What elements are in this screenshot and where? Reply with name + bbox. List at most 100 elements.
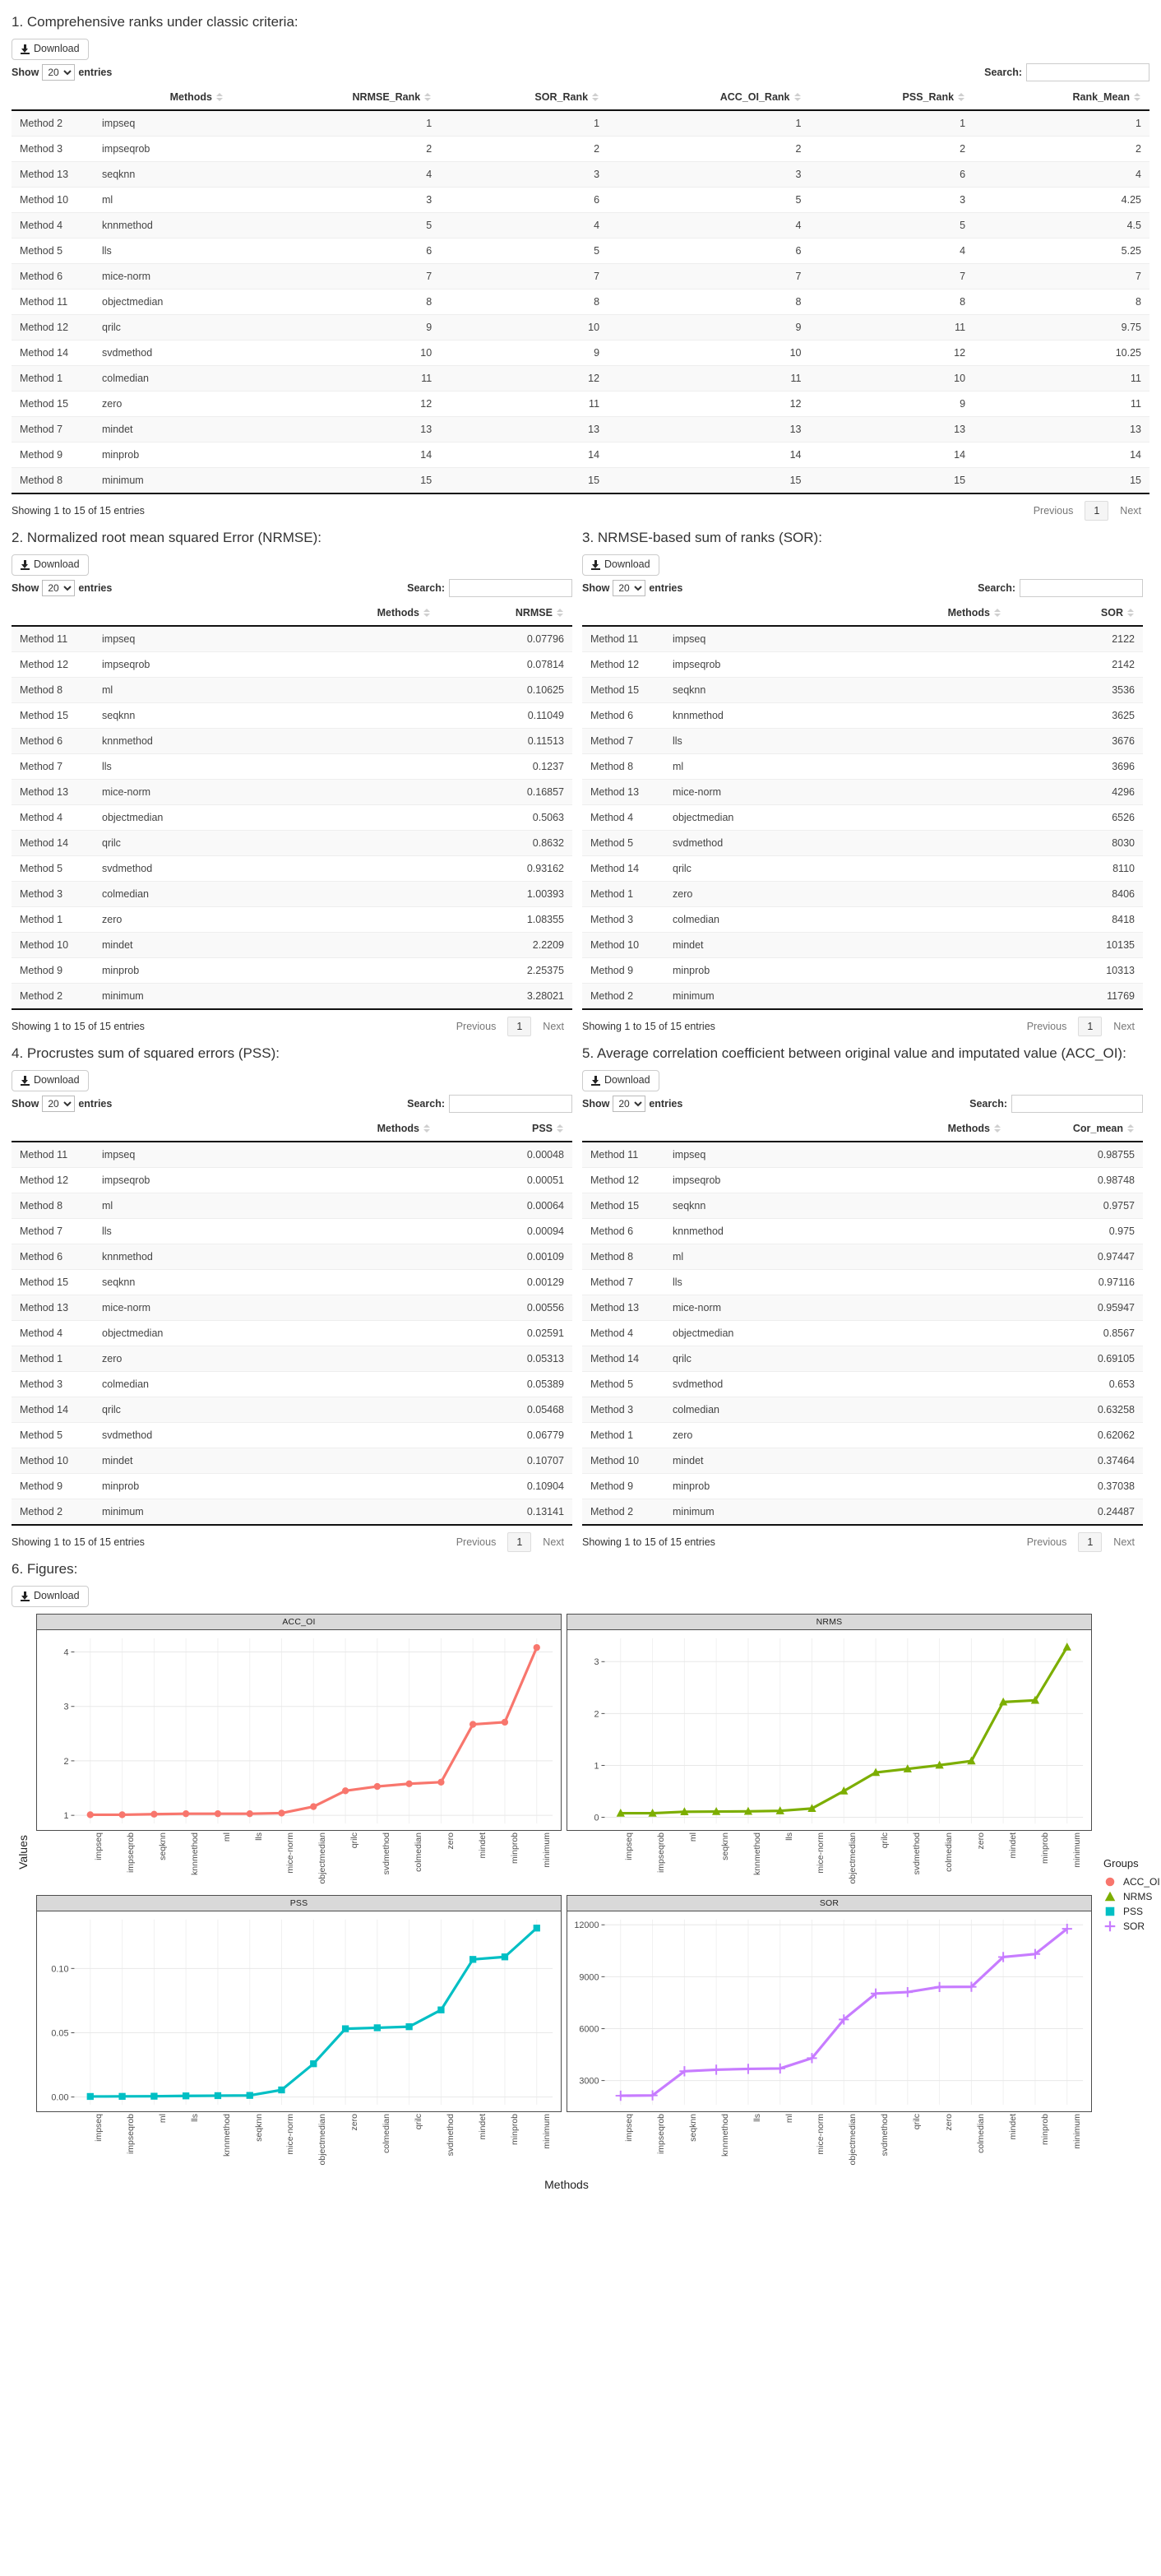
next-button-2[interactable]: Next — [543, 1021, 564, 1032]
page-length-select-1[interactable]: 20 — [42, 64, 76, 81]
table-row[interactable]: Method 14 qrilc 0.05468 — [12, 1397, 572, 1423]
table-row[interactable]: Method 12 impseqrob 0.00051 — [12, 1167, 572, 1193]
table-row[interactable]: Method 6 mice-norm 7 7 7 7 7 — [12, 263, 1149, 290]
page-length-select-4[interactable]: 20 — [42, 1096, 76, 1112]
col-index[interactable] — [12, 85, 94, 111]
table-row[interactable]: Method 12 impseqrob 0.98748 — [582, 1167, 1143, 1193]
table-row[interactable]: Method 3 colmedian 8418 — [582, 906, 1143, 933]
col-methods[interactable]: Methods — [664, 600, 1020, 627]
table-row[interactable]: Method 15 seqknn 0.11049 — [12, 702, 572, 729]
col-index[interactable] — [12, 1116, 94, 1142]
table-row[interactable]: Method 13 mice-norm 4296 — [582, 779, 1143, 805]
col-rank-mean[interactable]: Rank_Mean — [974, 85, 1149, 111]
col-pss-rank[interactable]: PSS_Rank — [809, 85, 974, 111]
col-methods[interactable]: Methods — [94, 1116, 449, 1142]
table-row[interactable]: Method 4 objectmedian 0.5063 — [12, 804, 572, 831]
table-row[interactable]: Method 11 impseq 0.00048 — [12, 1141, 572, 1168]
col-cor-mean[interactable]: Cor_mean — [1020, 1116, 1143, 1142]
table-row[interactable]: Method 13 mice-norm 0.00556 — [12, 1295, 572, 1321]
search-input-2[interactable] — [449, 579, 572, 597]
table-row[interactable]: Method 7 lls 0.97116 — [582, 1269, 1143, 1295]
table-row[interactable]: Method 8 ml 0.10625 — [12, 677, 572, 703]
table-row[interactable]: Method 7 lls 3676 — [582, 728, 1143, 754]
table-row[interactable]: Method 10 mindet 0.37464 — [582, 1448, 1143, 1474]
table-row[interactable]: Method 15 seqknn 0.9757 — [582, 1193, 1143, 1219]
table-row[interactable]: Method 11 impseq 2122 — [582, 625, 1143, 652]
col-index[interactable] — [582, 600, 664, 627]
table-row[interactable]: Method 10 mindet 0.10707 — [12, 1448, 572, 1474]
table-row[interactable]: Method 1 colmedian 11 12 11 10 11 — [12, 365, 1149, 391]
page-length-select-5[interactable]: 20 — [613, 1096, 646, 1112]
table-row[interactable]: Method 10 mindet 2.2209 — [12, 932, 572, 958]
col-sor-rank[interactable]: SOR_Rank — [440, 85, 608, 111]
table-row[interactable]: Method 3 colmedian 0.63258 — [582, 1397, 1143, 1423]
table-row[interactable]: Method 12 impseqrob 2142 — [582, 651, 1143, 678]
table-row[interactable]: Method 6 knnmethod 0.11513 — [12, 728, 572, 754]
table-row[interactable]: Method 12 qrilc 9 10 9 11 9.75 — [12, 314, 1149, 341]
table-row[interactable]: Method 14 qrilc 0.8632 — [12, 830, 572, 856]
page-1-button[interactable]: 1 — [1085, 501, 1109, 521]
previous-button-4[interactable]: Previous — [456, 1536, 497, 1548]
table-row[interactable]: Method 14 svdmethod 10 9 10 12 10.25 — [12, 340, 1149, 366]
page-1-button[interactable]: 1 — [1078, 1532, 1103, 1552]
table-row[interactable]: Method 3 colmedian 0.05389 — [12, 1371, 572, 1397]
table-row[interactable]: Method 2 minimum 0.13141 — [12, 1499, 572, 1526]
table-row[interactable]: Method 6 knnmethod 0.975 — [582, 1218, 1143, 1244]
table-row[interactable]: Method 9 minprob 10313 — [582, 957, 1143, 984]
download-button-5[interactable]: Download — [582, 1070, 659, 1091]
page-length-select-2[interactable]: 20 — [42, 580, 76, 596]
table-row[interactable]: Method 7 lls 0.00094 — [12, 1218, 572, 1244]
table-row[interactable]: Method 5 lls 6 5 6 4 5.25 — [12, 238, 1149, 264]
previous-button-1[interactable]: Previous — [1033, 505, 1074, 517]
table-row[interactable]: Method 15 zero 12 11 12 9 11 — [12, 391, 1149, 417]
table-row[interactable]: Method 8 minimum 15 15 15 15 15 — [12, 467, 1149, 494]
table-row[interactable]: Method 12 impseqrob 0.07814 — [12, 651, 572, 678]
table-row[interactable]: Method 5 svdmethod 0.93162 — [12, 855, 572, 882]
table-row[interactable]: Method 2 minimum 11769 — [582, 983, 1143, 1010]
page-1-button[interactable]: 1 — [507, 1017, 532, 1036]
col-sor[interactable]: SOR — [1020, 600, 1143, 627]
page-1-button[interactable]: 1 — [1078, 1017, 1103, 1036]
previous-button-3[interactable]: Previous — [1026, 1021, 1067, 1032]
table-row[interactable]: Method 9 minprob 2.25375 — [12, 957, 572, 984]
col-nrmse[interactable]: NRMSE — [449, 600, 572, 627]
next-button-5[interactable]: Next — [1113, 1536, 1135, 1548]
table-row[interactable]: Method 3 colmedian 1.00393 — [12, 881, 572, 907]
table-row[interactable]: Method 9 minprob 0.10904 — [12, 1473, 572, 1499]
table-row[interactable]: Method 15 seqknn 0.00129 — [12, 1269, 572, 1295]
search-input-5[interactable] — [1011, 1095, 1143, 1113]
download-button-4[interactable]: Download — [12, 1070, 89, 1091]
col-methods[interactable]: Methods — [94, 600, 449, 627]
page-length-select-3[interactable]: 20 — [613, 580, 646, 596]
search-input-3[interactable] — [1020, 579, 1143, 597]
table-row[interactable]: Method 5 svdmethod 0.653 — [582, 1371, 1143, 1397]
table-row[interactable]: Method 14 qrilc 0.69105 — [582, 1346, 1143, 1372]
table-row[interactable]: Method 2 impseq 1 1 1 1 1 — [12, 109, 1149, 137]
previous-button-5[interactable]: Previous — [1026, 1536, 1067, 1548]
next-button-1[interactable]: Next — [1120, 505, 1141, 517]
table-row[interactable]: Method 11 objectmedian 8 8 8 8 8 — [12, 289, 1149, 315]
table-row[interactable]: Method 1 zero 8406 — [582, 881, 1143, 907]
table-row[interactable]: Method 2 minimum 0.24487 — [582, 1499, 1143, 1526]
table-row[interactable]: Method 8 ml 3696 — [582, 753, 1143, 780]
table-row[interactable]: Method 4 objectmedian 0.8567 — [582, 1320, 1143, 1346]
col-acc-oi-rank[interactable]: ACC_OI_Rank — [608, 85, 810, 111]
table-row[interactable]: Method 5 svdmethod 8030 — [582, 830, 1143, 856]
col-methods[interactable]: Methods — [664, 1116, 1020, 1142]
search-input-1[interactable] — [1026, 63, 1149, 81]
table-row[interactable]: Method 10 ml 3 6 5 3 4.25 — [12, 187, 1149, 213]
table-row[interactable]: Method 4 objectmedian 6526 — [582, 804, 1143, 831]
table-row[interactable]: Method 13 mice-norm 0.95947 — [582, 1295, 1143, 1321]
table-row[interactable]: Method 11 impseq 0.07796 — [12, 625, 572, 652]
col-nrmse-rank[interactable]: NRMSE_Rank — [242, 85, 441, 111]
table-row[interactable]: Method 5 svdmethod 0.06779 — [12, 1422, 572, 1448]
table-row[interactable]: Method 1 zero 0.05313 — [12, 1346, 572, 1372]
download-button-figures[interactable]: Download — [12, 1586, 89, 1607]
table-row[interactable]: Method 8 ml 0.97447 — [582, 1244, 1143, 1270]
download-button-3[interactable]: Download — [582, 554, 659, 576]
table-row[interactable]: Method 7 lls 0.1237 — [12, 753, 572, 780]
table-row[interactable]: Method 6 knnmethod 3625 — [582, 702, 1143, 729]
table-row[interactable]: Method 10 mindet 10135 — [582, 932, 1143, 958]
table-row[interactable]: Method 1 zero 1.08355 — [12, 906, 572, 933]
table-row[interactable]: Method 13 mice-norm 0.16857 — [12, 779, 572, 805]
